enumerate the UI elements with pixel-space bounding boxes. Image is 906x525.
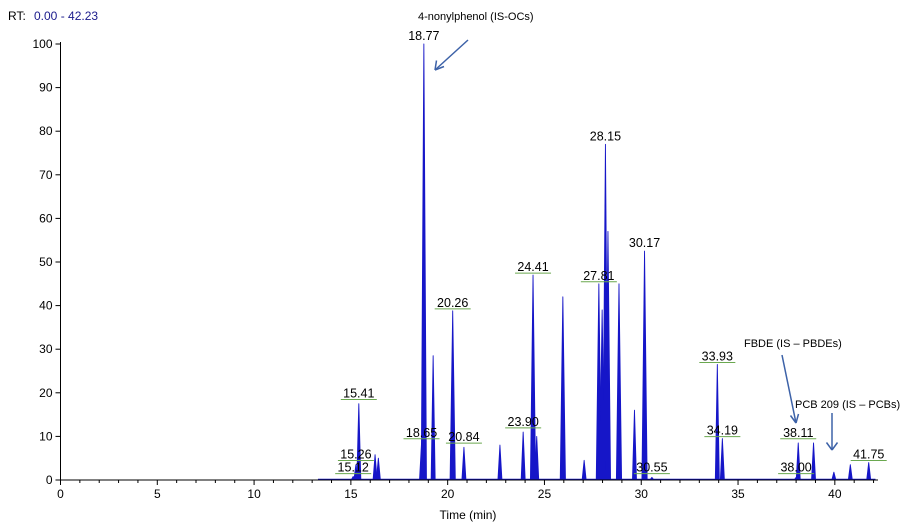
peak-label: 38.11 xyxy=(783,426,813,440)
chromatogram-peak xyxy=(497,444,503,481)
chromatogram-peak xyxy=(831,471,837,481)
peak-label: 38.00 xyxy=(780,461,811,475)
chromatogram-peak xyxy=(581,459,587,481)
x-tick-label: 20 xyxy=(441,487,455,501)
peak-label: 33.93 xyxy=(702,349,733,363)
chromatogram-peak xyxy=(847,464,853,481)
y-tick-label: 70 xyxy=(39,168,53,182)
x-axis-title: Time (min) xyxy=(440,508,497,522)
chromatogram-peak xyxy=(811,442,816,481)
peak-label: 41.75 xyxy=(853,448,884,462)
arrow-fbde-head xyxy=(789,413,800,424)
annotation-pcb209: PCB 209 (IS – PCBs) xyxy=(795,399,900,411)
peak-label: 28.15 xyxy=(590,129,621,143)
y-tick-label: 40 xyxy=(39,299,53,313)
y-tick-label: 90 xyxy=(39,81,53,95)
annotations: 4-nonylphenol (IS-OCs) FBDE (IS – PBDEs)… xyxy=(418,11,900,451)
peak-label: 30.55 xyxy=(636,461,667,475)
peak-label: 18.65 xyxy=(406,426,437,440)
chromatogram-peak xyxy=(449,310,456,481)
arrow-fbde-shaft xyxy=(781,354,797,424)
chromatogram-peak xyxy=(529,274,537,481)
chromatogram-peak xyxy=(719,438,725,481)
peak-label: 20.26 xyxy=(437,296,468,310)
rt-prefix: RT: xyxy=(8,9,26,23)
x-tick-label: 25 xyxy=(538,487,552,501)
peak-label: 15.41 xyxy=(343,387,374,401)
chromatogram-peak xyxy=(375,457,381,481)
y-tick-label: 30 xyxy=(39,342,53,356)
chromatogram-peak xyxy=(520,431,526,481)
peak-label: 20.84 xyxy=(448,430,479,444)
axes: 0 10 20 30 40 50 60 70 80 90 100 0 5 10 15 20 25 30 35 40 xyxy=(32,37,878,501)
peak-label: 24.41 xyxy=(517,260,548,274)
annotation-fbde: FBDE (IS – PBDEs) xyxy=(744,338,842,350)
x-axis-ticks: 0 5 10 15 20 25 30 35 40 xyxy=(57,480,875,501)
peak-label: 23.90 xyxy=(508,415,539,429)
chromatogram-peak xyxy=(615,283,623,481)
arrow-pcb209-head xyxy=(825,442,839,451)
x-tick-label: 35 xyxy=(731,487,745,501)
peak-label: 34.19 xyxy=(707,424,738,438)
chromatogram-peak xyxy=(430,355,436,481)
y-tick-label: 20 xyxy=(39,386,53,400)
chromatogram-peak xyxy=(461,446,467,481)
chromatogram-peak xyxy=(559,296,566,481)
x-tick-label: 10 xyxy=(247,487,261,501)
y-tick-label: 60 xyxy=(39,211,53,225)
y-tick-label: 10 xyxy=(39,429,53,443)
x-tick-label: 15 xyxy=(344,487,358,501)
y-tick-label: 100 xyxy=(32,37,52,51)
arrow-nonylphenol-shaft xyxy=(434,39,469,71)
y-tick-label: 0 xyxy=(46,473,53,487)
peak-labels: 18.77 28.15 30.17 24.41 27.81 20.26 33.93 15.41… xyxy=(335,29,887,475)
peak-label: 15.26 xyxy=(340,448,371,462)
peak-label: 27.81 xyxy=(583,269,614,283)
chromatogram-peak xyxy=(641,250,648,481)
y-axis-ticks: 0 10 20 30 40 50 60 70 80 90 100 xyxy=(32,37,61,487)
peak-label: 18.77 xyxy=(408,29,439,43)
rt-range-value: 0.00 - 42.23 xyxy=(34,9,98,23)
arrow-nonylphenol-head xyxy=(434,60,445,71)
chromatogram-peak xyxy=(866,462,872,481)
x-tick-label: 0 xyxy=(57,487,64,501)
chromatogram-peak xyxy=(420,43,427,481)
x-tick-label: 40 xyxy=(828,487,842,501)
peak-label: 30.17 xyxy=(629,236,660,250)
y-tick-label: 50 xyxy=(39,255,53,269)
chromatogram-peak xyxy=(714,364,720,481)
chromatogram-trace xyxy=(317,43,876,481)
x-tick-label: 30 xyxy=(635,487,649,501)
annotation-nonylphenol: 4-nonylphenol (IS-OCs) xyxy=(418,11,534,23)
x-tick-label: 5 xyxy=(154,487,161,501)
peak-label: 15.12 xyxy=(338,461,369,475)
y-tick-label: 80 xyxy=(39,124,53,138)
